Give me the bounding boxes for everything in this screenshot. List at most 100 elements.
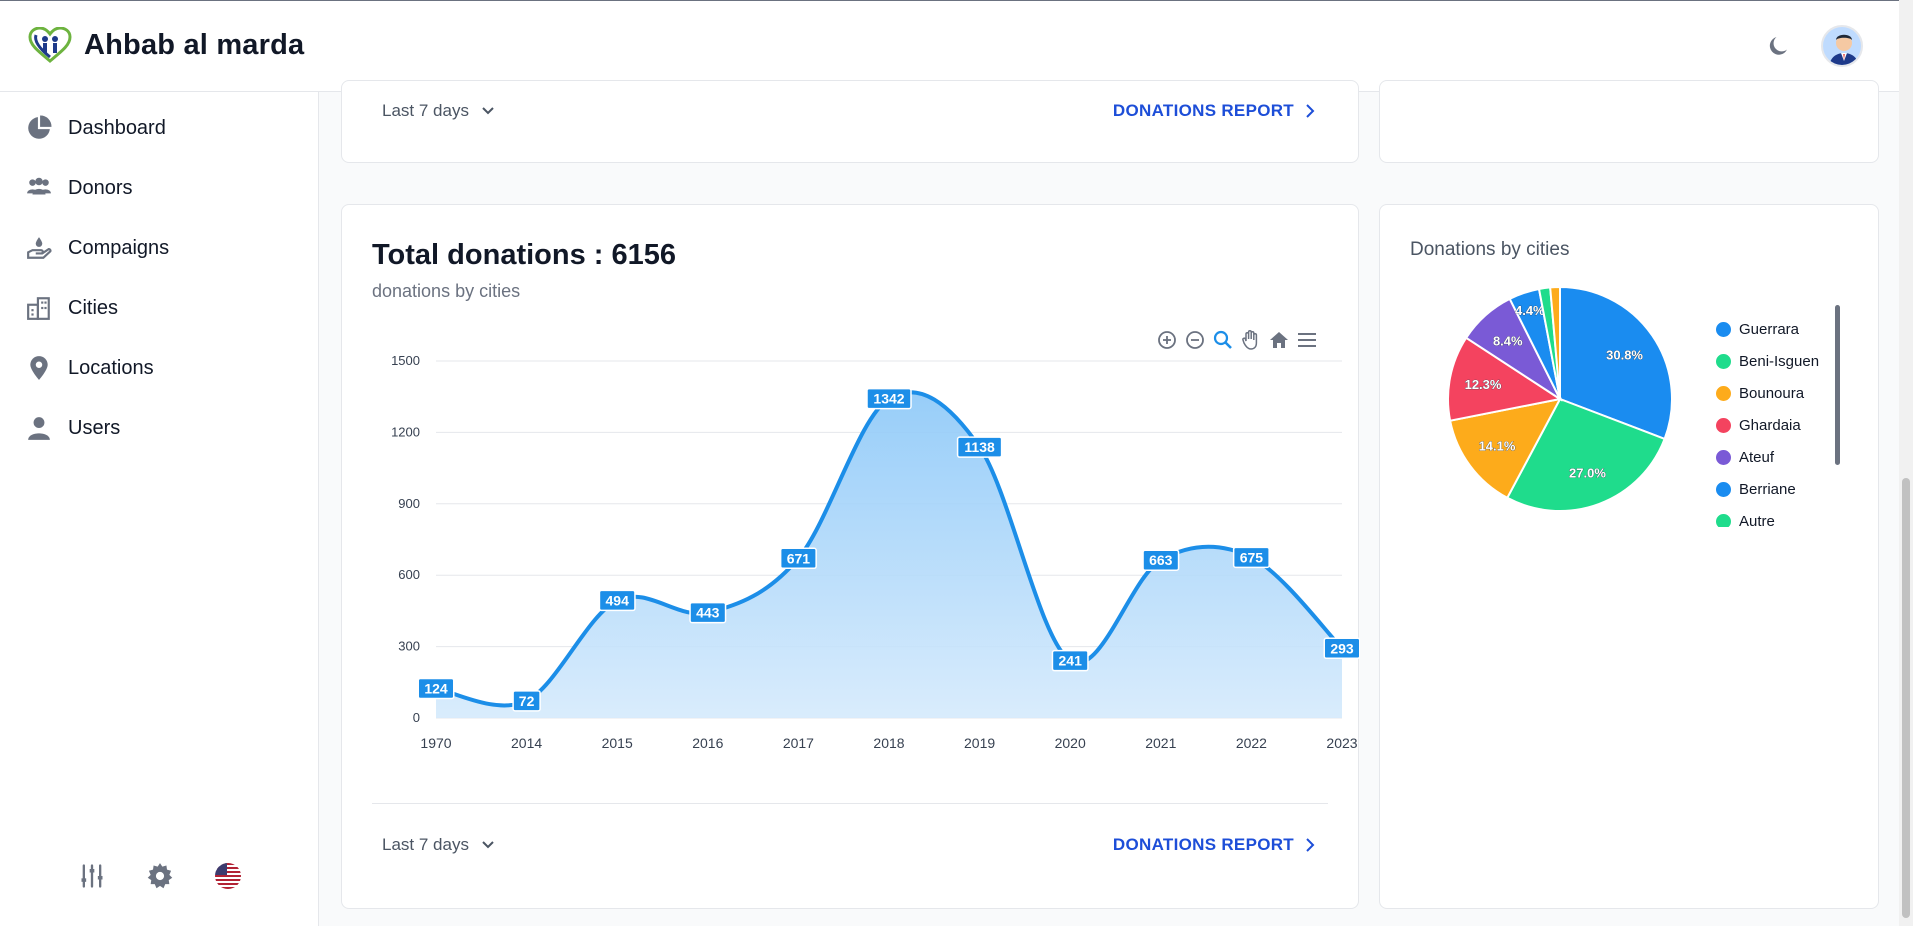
pan-hand-icon[interactable] [1240, 329, 1262, 351]
x-tick-label: 2021 [1145, 735, 1176, 751]
buildings-icon [27, 297, 50, 320]
sidebar-item-label: Cities [68, 296, 119, 319]
pie-slice[interactable] [1448, 397, 1562, 500]
legend-label: Bounoura [1739, 384, 1805, 402]
zoom-selection-icon[interactable] [1212, 329, 1234, 351]
us-flag-icon[interactable] [214, 862, 242, 890]
legend-label: Autre [1739, 512, 1775, 528]
pie-slice[interactable] [1559, 285, 1673, 441]
y-tick-label: 600 [398, 567, 420, 582]
top-right-card [1379, 80, 1879, 163]
top-header: Ahbab al marda [0, 0, 1899, 92]
date-range-dropdown[interactable]: Last 7 days [372, 101, 495, 121]
legend-marker [1716, 385, 1731, 401]
legend-item[interactable]: Autre [1716, 505, 1836, 527]
sidebar-item-cities[interactable]: Cities [26, 292, 118, 324]
pie-slice-label: 14.1% [1479, 439, 1516, 454]
pie-chart-icon [28, 115, 52, 139]
sidebar-item-donors[interactable]: Donors [26, 172, 132, 204]
area-fill [436, 392, 1342, 718]
sliders-icon[interactable] [78, 862, 106, 890]
legend-marker [1716, 481, 1731, 497]
x-tick-label: 2018 [873, 735, 904, 751]
data-label: 671 [779, 547, 817, 570]
legend-scrollbar[interactable] [1835, 305, 1840, 465]
chevron-right-icon [1306, 104, 1315, 118]
legend-label: Beni-Isguen [1739, 352, 1820, 370]
donations-report-link[interactable]: DONATIONS REPORT [1113, 101, 1328, 121]
legend-item[interactable]: Ateuf [1716, 441, 1836, 473]
sidebar-item-locations[interactable]: Locations [26, 352, 154, 384]
legend-item[interactable]: Guerrara [1716, 313, 1836, 345]
data-label: 675 [1232, 546, 1270, 569]
sidebar-item-label: Users [68, 416, 121, 439]
zoom-in-icon[interactable] [1156, 329, 1178, 351]
date-range-label: Last 7 days [382, 835, 469, 854]
donations-by-cities-card: Donations by cities 30.8% 27.0% 14.1% 12.3%… [1379, 204, 1879, 909]
pie-slice-label: 4.4% [1515, 303, 1545, 318]
avatar[interactable] [1821, 25, 1863, 67]
card-title: Total donations : 6156 [372, 239, 677, 271]
svg-text:494: 494 [606, 592, 630, 608]
pie-slice[interactable] [1505, 397, 1666, 512]
user-avatar-icon [1823, 27, 1861, 65]
data-label: 443 [689, 601, 727, 624]
sidebar: Dashboard Donors Compaigns Cities Locati… [0, 92, 319, 926]
pie-slice-label: 12.3% [1465, 377, 1502, 392]
legend-marker [1716, 417, 1731, 433]
menu-icon[interactable] [1296, 329, 1318, 351]
data-label: 663 [1142, 549, 1180, 571]
svg-text:671: 671 [787, 550, 811, 566]
legend-item[interactable]: Bounoura [1716, 377, 1836, 409]
total-donations-card: Total donations : 6156 donations by citi… [341, 204, 1360, 909]
home-reset-icon[interactable] [1268, 329, 1290, 351]
pie-slice-label: 27.0% [1569, 465, 1606, 480]
page-scrollbar[interactable] [1899, 0, 1913, 926]
chart-toolbar [1156, 329, 1318, 351]
data-label: 124 [417, 677, 455, 700]
legend-marker [1716, 321, 1731, 337]
legend-item[interactable]: Beni-Isguen [1716, 345, 1836, 377]
legend-label: Guerrara [1739, 320, 1800, 338]
moon-icon[interactable] [1767, 34, 1791, 58]
pie-slice[interactable] [1549, 285, 1561, 400]
date-range-dropdown[interactable]: Last 7 days [372, 835, 495, 855]
svg-text:241: 241 [1059, 653, 1083, 669]
gear-icon[interactable] [146, 862, 174, 890]
user-icon [28, 417, 50, 440]
sidebar-item-users[interactable]: Users [26, 412, 120, 444]
card-divider [372, 803, 1328, 804]
x-tick-label: 2020 [1055, 735, 1086, 751]
data-label: 293 [1323, 637, 1360, 660]
x-tick-label: 2014 [511, 735, 542, 751]
pie-legend: Guerrara Beni-Isguen Bounoura Ghardaia Ateuf… [1716, 313, 1836, 527]
sidebar-item-compaigns[interactable]: Compaigns [26, 232, 169, 264]
x-tick-label: 2015 [602, 735, 633, 751]
legend-item[interactable]: Berriane [1716, 473, 1836, 505]
pie-card-title: Donations by cities [1410, 239, 1570, 260]
y-tick-label: 900 [398, 496, 420, 511]
legend-marker [1716, 513, 1731, 527]
x-tick-label: 2022 [1236, 735, 1267, 751]
pie-slice[interactable] [1447, 336, 1563, 422]
svg-text:1342: 1342 [873, 391, 904, 407]
page-scrollbar-thumb[interactable] [1902, 478, 1910, 918]
svg-text:675: 675 [1240, 549, 1264, 565]
logo-icon [28, 27, 72, 63]
svg-text:124: 124 [424, 680, 448, 696]
x-tick-label: 2016 [692, 735, 723, 751]
x-tick-label: 1970 [420, 735, 451, 751]
donations-report-link[interactable]: DONATIONS REPORT [1113, 835, 1328, 855]
y-tick-label: 300 [398, 639, 420, 654]
x-tick-label: 2019 [964, 735, 995, 751]
map-pin-icon [30, 356, 48, 380]
svg-text:1138: 1138 [964, 439, 995, 455]
sidebar-item-dashboard[interactable]: Dashboard [26, 112, 166, 144]
y-tick-label: 1200 [391, 424, 420, 439]
sidebar-item-label: Locations [68, 356, 154, 379]
zoom-out-icon[interactable] [1184, 329, 1206, 351]
data-label: 241 [1051, 649, 1089, 672]
y-tick-label: 1500 [391, 353, 420, 368]
brand[interactable]: Ahbab al marda [28, 27, 304, 63]
legend-item[interactable]: Ghardaia [1716, 409, 1836, 441]
